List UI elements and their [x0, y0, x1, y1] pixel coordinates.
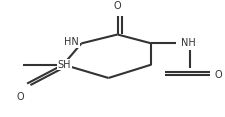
Text: O: O: [16, 92, 24, 102]
Text: O: O: [113, 1, 121, 11]
Text: HN: HN: [64, 37, 79, 47]
Text: SH: SH: [57, 60, 71, 70]
Text: NH: NH: [180, 38, 195, 48]
Text: O: O: [214, 70, 221, 80]
